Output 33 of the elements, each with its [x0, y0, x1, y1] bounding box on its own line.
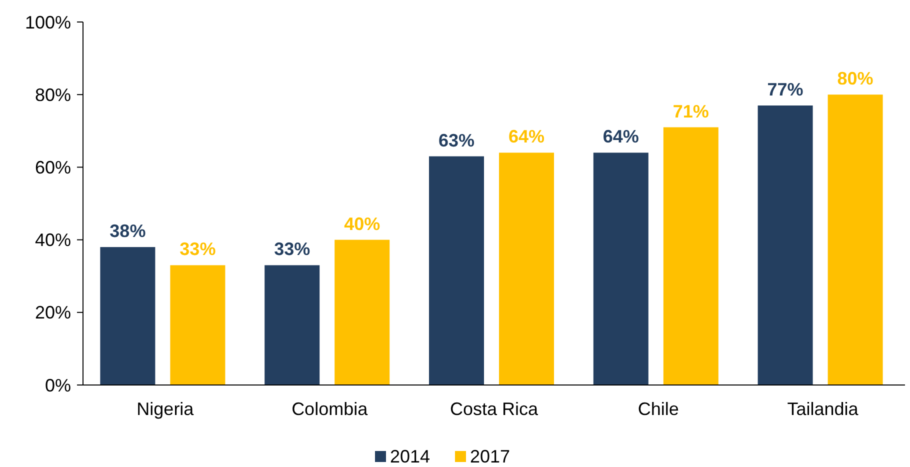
bar — [170, 265, 226, 385]
legend-label: 2014 — [390, 446, 430, 466]
data-label: 63% — [438, 130, 475, 150]
x-tick-label: Colombia — [292, 399, 369, 419]
data-label: 64% — [508, 126, 545, 147]
data-label: 33% — [180, 239, 216, 260]
data-label: 38% — [110, 221, 146, 242]
bar — [499, 152, 554, 385]
x-tick-label: Costa Rica — [450, 399, 540, 419]
legend-label: 2017 — [470, 446, 510, 466]
bar — [428, 156, 484, 385]
data-label: 64% — [602, 126, 639, 147]
data-label: 33% — [274, 239, 310, 260]
bar — [593, 152, 648, 385]
bar — [758, 105, 813, 385]
bar — [828, 94, 883, 385]
y-tick-label: 100% — [24, 12, 71, 32]
bar — [264, 265, 320, 385]
data-label: 80% — [837, 68, 874, 89]
y-tick-label: 80% — [34, 84, 71, 105]
data-label: 40% — [344, 214, 380, 234]
y-tick-label: 0% — [44, 375, 71, 396]
data-label: 71% — [672, 101, 709, 122]
x-tick-label: Nigeria — [136, 399, 195, 419]
x-tick-label: Chile — [638, 399, 679, 419]
y-tick-label: 40% — [34, 230, 71, 250]
y-tick-label: 20% — [34, 302, 71, 323]
bar — [334, 240, 390, 385]
y-tick-label: 60% — [34, 158, 71, 178]
bar — [663, 127, 718, 385]
data-label: 77% — [767, 79, 804, 100]
x-tick-label: Tailandia — [787, 399, 860, 419]
bar — [100, 247, 156, 385]
